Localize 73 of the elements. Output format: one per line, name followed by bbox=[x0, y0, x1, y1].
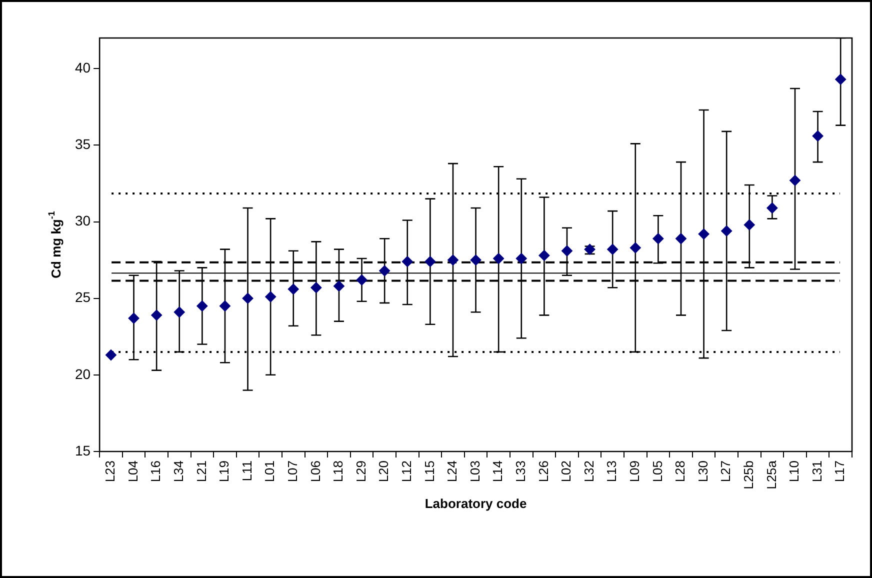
x-tick-label: L02 bbox=[558, 460, 574, 482]
x-tick-label: L09 bbox=[626, 460, 642, 482]
x-tick-label: L07 bbox=[284, 460, 300, 482]
x-tick-label: L25a bbox=[764, 460, 779, 490]
point bbox=[561, 245, 572, 256]
point bbox=[151, 310, 162, 321]
point bbox=[447, 254, 458, 266]
x-tick-label: L11 bbox=[239, 460, 254, 482]
x-tick-label: L32 bbox=[581, 460, 596, 482]
x-tick-label: L15 bbox=[422, 460, 437, 482]
y-tick-label: 30 bbox=[74, 212, 91, 229]
x-tick-label: L20 bbox=[376, 460, 392, 482]
x-tick-label: L31 bbox=[809, 460, 824, 482]
x-tick-label: L16 bbox=[148, 460, 164, 482]
point bbox=[470, 254, 482, 266]
y-axis-title: Cd mg kg-1 bbox=[46, 211, 64, 278]
x-tick-label: L21 bbox=[194, 460, 209, 482]
point bbox=[402, 256, 413, 268]
x-tick-label: L27 bbox=[718, 460, 734, 482]
point bbox=[652, 233, 664, 244]
point bbox=[265, 291, 276, 302]
x-tick-label: L26 bbox=[536, 460, 551, 482]
y-tick-label: 40 bbox=[74, 59, 91, 76]
point bbox=[288, 284, 299, 295]
point bbox=[128, 312, 140, 324]
y-tick-label: 25 bbox=[74, 289, 91, 306]
x-tick-label: L14 bbox=[490, 460, 506, 482]
x-tick-label: L33 bbox=[512, 460, 528, 482]
point bbox=[196, 300, 208, 312]
point bbox=[675, 233, 686, 244]
point bbox=[333, 280, 344, 292]
point bbox=[790, 174, 800, 186]
point bbox=[424, 256, 436, 268]
y-tick-label: 35 bbox=[74, 136, 91, 152]
point bbox=[721, 225, 732, 236]
point bbox=[516, 253, 527, 264]
x-tick-label: L10 bbox=[786, 460, 802, 482]
x-axis-title: Laboratory code bbox=[424, 496, 527, 511]
point bbox=[607, 244, 618, 255]
point bbox=[356, 274, 368, 286]
x-tick-label: L23 bbox=[102, 460, 118, 482]
x-tick-label: L34 bbox=[170, 460, 186, 482]
x-tick-label: L05 bbox=[650, 460, 665, 482]
point bbox=[766, 202, 778, 214]
point bbox=[174, 306, 185, 318]
x-tick-label: L30 bbox=[695, 460, 710, 482]
x-tick-label: L13 bbox=[604, 460, 620, 482]
x-tick-label: L19 bbox=[216, 460, 232, 482]
point bbox=[493, 253, 504, 264]
point bbox=[630, 242, 641, 254]
point bbox=[698, 228, 710, 240]
point bbox=[744, 219, 755, 230]
point bbox=[310, 282, 322, 294]
x-tick-label: L28 bbox=[672, 460, 688, 482]
point bbox=[379, 265, 390, 276]
x-tick-label: L06 bbox=[308, 460, 323, 482]
x-tick-label: L12 bbox=[398, 460, 414, 482]
x-tick-label: L29 bbox=[353, 460, 368, 482]
x-tick-label: L24 bbox=[444, 460, 460, 482]
x-tick-label: L03 bbox=[467, 460, 482, 482]
x-tick-label: L25b bbox=[740, 460, 756, 490]
x-tick-label: L04 bbox=[125, 460, 140, 482]
point bbox=[219, 300, 230, 312]
x-tick-label: L17 bbox=[832, 460, 848, 482]
x-tick-label: L18 bbox=[330, 460, 346, 482]
y-tick-label: 15 bbox=[74, 442, 91, 458]
y-tick-label: 20 bbox=[74, 366, 91, 382]
point bbox=[242, 292, 254, 304]
point bbox=[105, 350, 116, 360]
point bbox=[835, 74, 846, 85]
point bbox=[538, 250, 550, 261]
point bbox=[812, 130, 824, 142]
x-tick-label: L01 bbox=[262, 460, 278, 482]
